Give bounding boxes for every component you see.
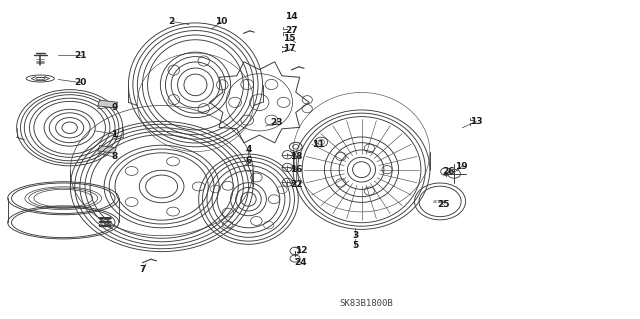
Text: acura: acura — [433, 199, 447, 204]
Text: 10: 10 — [215, 18, 227, 26]
Text: 27: 27 — [285, 26, 298, 35]
Polygon shape — [98, 100, 118, 108]
Text: 18: 18 — [290, 152, 303, 161]
Text: 15: 15 — [283, 34, 296, 43]
Circle shape — [102, 225, 108, 227]
Circle shape — [105, 221, 110, 223]
Circle shape — [102, 217, 108, 219]
Text: 4: 4 — [245, 145, 252, 154]
Circle shape — [106, 217, 111, 219]
Circle shape — [106, 217, 111, 219]
Circle shape — [105, 225, 110, 227]
Text: SK83B1800B: SK83B1800B — [339, 299, 393, 308]
Text: 12: 12 — [294, 246, 307, 255]
Text: 1: 1 — [111, 130, 118, 138]
Circle shape — [105, 225, 110, 227]
Circle shape — [105, 217, 110, 219]
Text: 20: 20 — [74, 78, 86, 87]
Text: 23: 23 — [270, 117, 283, 127]
Circle shape — [99, 221, 104, 223]
Text: 19: 19 — [456, 162, 468, 171]
Text: 8: 8 — [111, 152, 118, 161]
Circle shape — [99, 221, 104, 223]
Text: 6: 6 — [245, 156, 252, 165]
Text: 13: 13 — [470, 117, 483, 126]
Text: 5: 5 — [352, 241, 358, 250]
Circle shape — [102, 221, 108, 223]
Text: 21: 21 — [74, 51, 87, 60]
Text: 7: 7 — [140, 264, 146, 274]
Text: 17: 17 — [283, 44, 296, 54]
Text: 16: 16 — [290, 165, 303, 174]
Circle shape — [102, 221, 108, 223]
Circle shape — [102, 217, 108, 219]
Text: 9: 9 — [111, 103, 118, 112]
Text: 22: 22 — [290, 180, 303, 189]
Text: 24: 24 — [294, 258, 307, 267]
Circle shape — [99, 217, 104, 219]
Circle shape — [99, 217, 104, 219]
Circle shape — [106, 221, 111, 223]
Circle shape — [105, 217, 110, 219]
Circle shape — [102, 225, 108, 227]
Polygon shape — [98, 145, 116, 153]
Text: 11: 11 — [312, 140, 325, 149]
Text: 25: 25 — [437, 200, 449, 209]
Circle shape — [106, 225, 111, 227]
Text: 26: 26 — [443, 167, 455, 176]
Text: 2: 2 — [169, 17, 175, 26]
Circle shape — [99, 225, 104, 227]
Circle shape — [106, 221, 111, 223]
Circle shape — [105, 221, 110, 223]
Circle shape — [106, 225, 111, 227]
Text: 14: 14 — [285, 12, 298, 21]
Text: 3: 3 — [352, 231, 358, 240]
Circle shape — [99, 225, 104, 227]
